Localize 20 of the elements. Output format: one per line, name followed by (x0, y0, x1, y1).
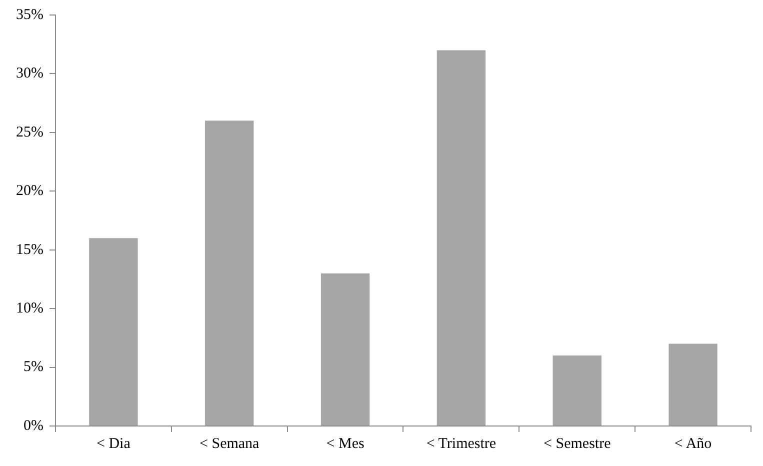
bar (552, 356, 602, 426)
x-tick-label: < Dia (96, 436, 131, 452)
y-tick-label: 0% (23, 418, 44, 434)
y-tick-label: 15% (16, 242, 44, 258)
bar (320, 273, 370, 426)
bar (668, 344, 718, 426)
x-tick-label: < Mes (326, 436, 364, 452)
y-tick-label: 5% (23, 359, 44, 376)
bar (205, 120, 254, 426)
x-tick-label: < Semana (200, 436, 260, 452)
y-tick-label: 10% (16, 300, 44, 317)
y-tick-label: 20% (16, 183, 44, 200)
x-tick-label: < Trimestre (426, 436, 496, 452)
y-tick-label: 30% (16, 66, 44, 82)
bar (89, 238, 138, 426)
bar (436, 50, 486, 426)
x-tick-label: < Semestre (544, 436, 612, 452)
y-tick-label: 35% (16, 6, 44, 23)
x-tick-label: < Año (674, 436, 712, 452)
y-tick-label: 25% (16, 124, 44, 140)
